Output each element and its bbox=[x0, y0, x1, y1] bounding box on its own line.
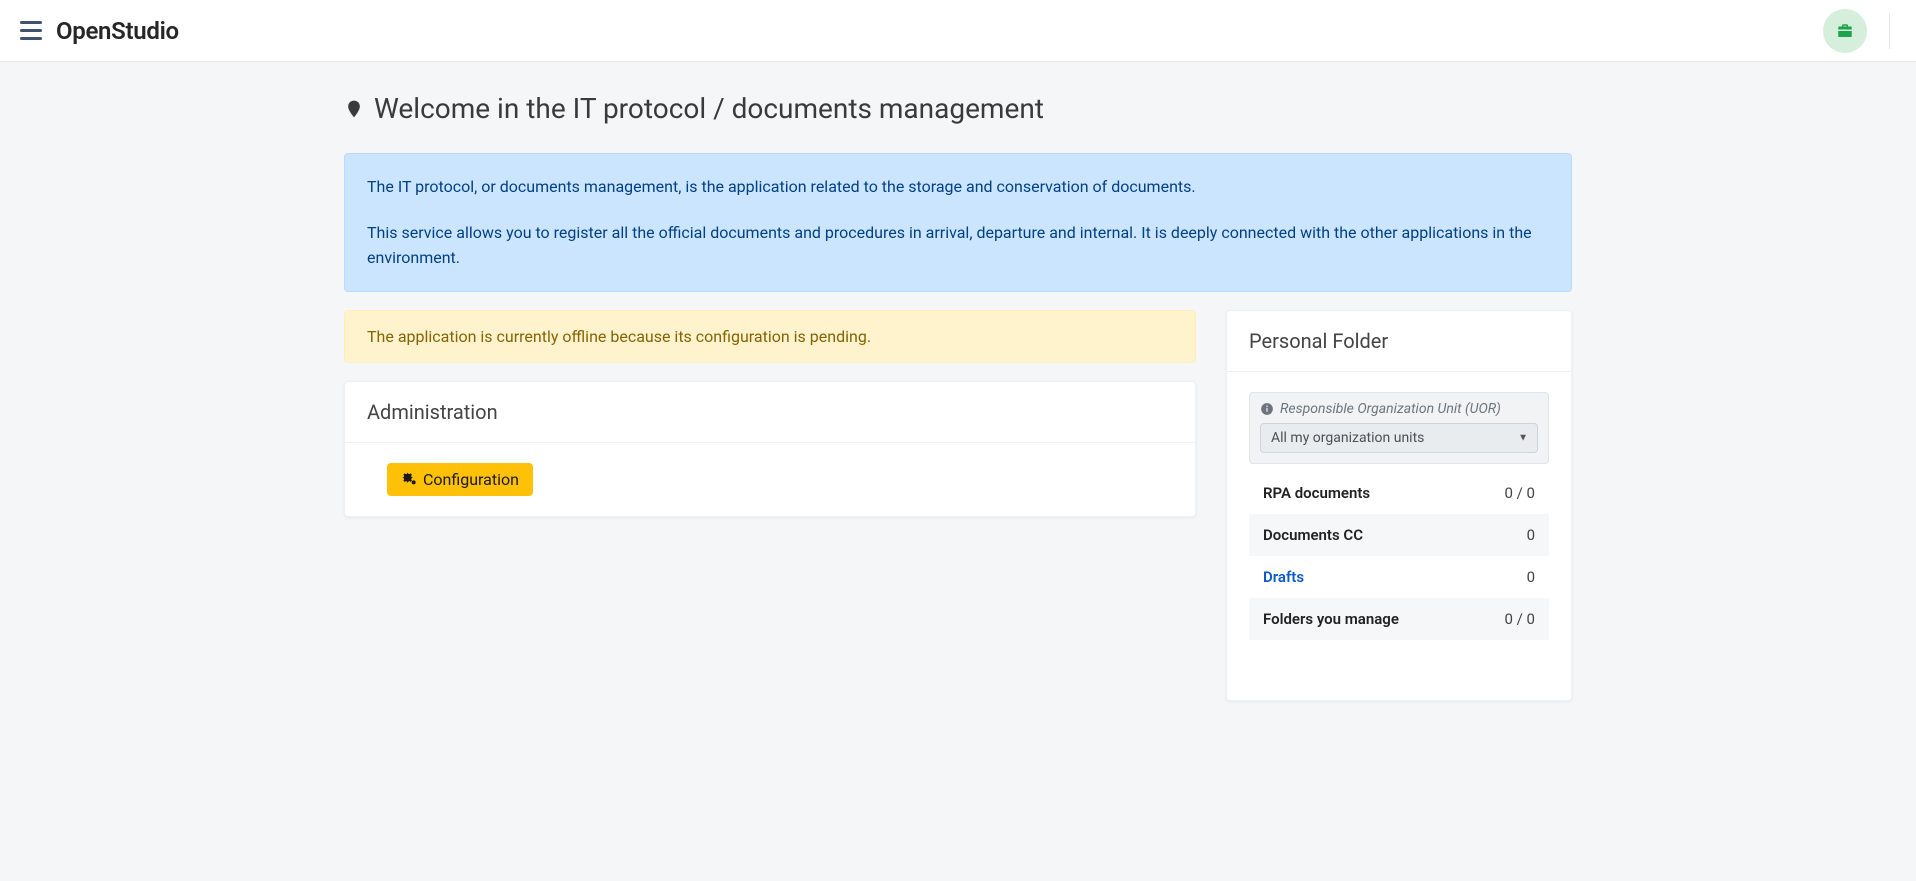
page-title-row: Welcome in the IT protocol / documents m… bbox=[344, 92, 1572, 125]
location-pin-icon bbox=[344, 96, 364, 122]
folder-item-count: 0 / 0 bbox=[1505, 610, 1536, 628]
folder-list-item[interactable]: Documents CC 0 bbox=[1249, 514, 1549, 556]
configuration-button-label: Configuration bbox=[423, 470, 519, 489]
header-left: OpenStudio bbox=[20, 17, 179, 45]
uor-label-text: Responsible Organization Unit (UOR) bbox=[1280, 401, 1501, 417]
info-banner-line1: The IT protocol, or documents management… bbox=[367, 174, 1549, 200]
folder-list-item[interactable]: RPA documents 0 / 0 bbox=[1249, 472, 1549, 514]
folder-list-item[interactable]: Folders you manage 0 / 0 bbox=[1249, 598, 1549, 640]
administration-card-header: Administration bbox=[345, 382, 1195, 443]
personal-folder-card-header: Personal Folder bbox=[1227, 311, 1571, 372]
folder-item-count: 0 bbox=[1527, 568, 1535, 586]
folder-item-count: 0 / 0 bbox=[1505, 484, 1536, 502]
folder-list-item[interactable]: Drafts 0 bbox=[1249, 556, 1549, 598]
left-column: The application is currently offline bec… bbox=[344, 310, 1196, 517]
briefcase-icon bbox=[1836, 22, 1854, 40]
uor-label-row: Responsible Organization Unit (UOR) bbox=[1260, 401, 1538, 417]
main-container: Welcome in the IT protocol / documents m… bbox=[344, 62, 1572, 741]
org-select-wrap: All my organization units ▼ bbox=[1260, 423, 1538, 453]
folder-item-label: Folders you manage bbox=[1263, 610, 1399, 628]
folder-item-count: 0 bbox=[1527, 526, 1535, 544]
warning-banner-text: The application is currently offline bec… bbox=[367, 327, 871, 346]
configuration-button[interactable]: Configuration bbox=[387, 463, 533, 496]
header-divider bbox=[1889, 13, 1890, 49]
personal-folder-title: Personal Folder bbox=[1249, 329, 1549, 353]
portfolio-button[interactable] bbox=[1823, 9, 1867, 53]
warning-banner: The application is currently offline bec… bbox=[344, 310, 1196, 363]
folder-item-label: RPA documents bbox=[1263, 484, 1370, 502]
header-right bbox=[1823, 9, 1896, 53]
content-columns: The application is currently offline bec… bbox=[344, 310, 1572, 701]
folder-item-label: Documents CC bbox=[1263, 526, 1363, 544]
administration-card-title: Administration bbox=[367, 400, 1173, 424]
menu-toggle-button[interactable] bbox=[20, 17, 42, 44]
page-title: Welcome in the IT protocol / documents m… bbox=[374, 92, 1044, 125]
app-header: OpenStudio bbox=[0, 0, 1916, 62]
info-icon bbox=[1260, 402, 1274, 416]
administration-card: Administration Configuration bbox=[344, 381, 1196, 517]
uor-box: Responsible Organization Unit (UOR) All … bbox=[1249, 392, 1549, 464]
org-unit-select[interactable]: All my organization units bbox=[1260, 423, 1538, 453]
right-column: Personal Folder Responsible Organization… bbox=[1226, 310, 1572, 701]
gears-icon bbox=[401, 471, 417, 487]
folder-item-label-link[interactable]: Drafts bbox=[1263, 568, 1304, 586]
folder-list: RPA documents 0 / 0 Documents CC 0 Draft… bbox=[1249, 472, 1549, 640]
info-banner: The IT protocol, or documents management… bbox=[344, 153, 1572, 292]
brand-name: OpenStudio bbox=[56, 17, 179, 45]
info-banner-line2: This service allows you to register all … bbox=[367, 220, 1549, 271]
administration-card-body: Configuration bbox=[345, 443, 1195, 516]
personal-folder-card: Personal Folder Responsible Organization… bbox=[1226, 310, 1572, 701]
personal-folder-card-body: Responsible Organization Unit (UOR) All … bbox=[1227, 372, 1571, 700]
